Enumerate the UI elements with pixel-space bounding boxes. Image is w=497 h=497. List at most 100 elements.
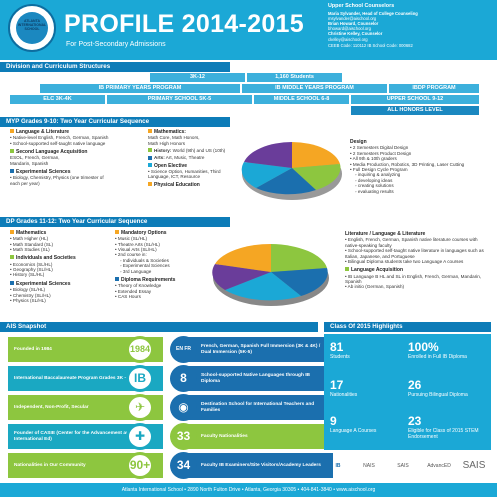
highlight-stat: 17 Nationalities [330, 378, 410, 398]
header: ATLANTA INTERNATIONAL SCHOOL PROFILE 201… [0, 0, 497, 60]
logo-text: ATLANTA INTERNATIONAL SCHOOL [17, 19, 47, 31]
snapshot-row: International Baccalaureate Program Grad… [8, 365, 333, 392]
highlight-label: Nationalities [330, 392, 358, 398]
green-square-icon [10, 255, 14, 260]
dp-col1: Mathematics Math Higher (HL) Math Standa… [10, 230, 115, 303]
design-item: 2 Semesters Product Design [350, 151, 490, 156]
orange-square-icon [115, 230, 119, 234]
highlight-label: Language A Courses [330, 428, 377, 434]
dp-item: Math Standard (SL) [10, 242, 115, 247]
dp-item: Physics (SL/HL) [10, 298, 115, 303]
dp-item: Chemistry (SL/HL) [10, 293, 115, 298]
page-title: PROFILE 2014-2015 [64, 10, 304, 38]
ib-logo: IB [335, 463, 341, 469]
myp-item: Biology, Chemistry, Physics (one trimest… [10, 175, 110, 186]
dp-item: History (SL/HL) [10, 272, 115, 277]
nais-logo: NAIS [363, 463, 375, 469]
dp-subject-title: Individuals and Societies [10, 255, 115, 261]
orange-square-icon [148, 129, 152, 133]
myp-item: Native-level English, French, German, Sp… [10, 135, 110, 140]
myp-col1: Language & Literature Native-level Engli… [10, 129, 110, 186]
snapshot-fact: Faculty Nationalities [185, 424, 333, 449]
dp-item: Geography (SL/HL) [10, 267, 115, 272]
design-subitem: creating solutions [350, 183, 490, 188]
advanced-logo: AdvancED [427, 463, 451, 469]
dp-item: Visual Arts (SL/HL) [115, 247, 210, 252]
dp-item: Math Studies (SL) [10, 247, 115, 252]
sais-logo: SAIS [397, 463, 409, 469]
cross-icon: ✚ [126, 423, 154, 450]
snapshot-fact: School-supported Native Languages throug… [185, 366, 333, 391]
upper-box: UPPER SCHOOL 9-12 [351, 95, 479, 104]
myp-design: Design 2 Semesters Digital Design 2 Seme… [350, 139, 490, 194]
design-item: 2 Semesters Digital Design [350, 145, 490, 150]
page-subtitle: For Post-Secondary Admissions [66, 41, 166, 48]
middle-box: MIDDLE SCHOOL 6-8 [254, 95, 349, 104]
students-box: 1,160 Students [247, 73, 342, 82]
highlights-panel: 81 Students 100% Enrolled in Full IB Dip… [324, 334, 491, 450]
dp-subject-title: Mandatory Options [115, 230, 210, 236]
myp-item: Math High Honors [148, 140, 186, 146]
dp-item: IB Language B HL and SL in English, Fren… [345, 274, 490, 285]
myp-subject-title: Mathematics: [148, 129, 238, 135]
navy-square-icon [115, 277, 119, 282]
division-heading: Division and Curriculum Structures [0, 62, 230, 72]
orange-square-icon [148, 181, 152, 186]
highlight-label: Eligible for Class of 2015 STEM Endorsem… [408, 428, 479, 440]
highlight-label: Enrolled in Full IB Diploma [408, 354, 467, 360]
highlight-number: 26 [408, 378, 422, 392]
snapshot-row: Founder of CASIE (Center for the Advance… [8, 423, 333, 450]
dp-col3: Literature / Language & Literature Engli… [345, 231, 490, 290]
blue-square-icon [148, 162, 152, 167]
dp-subitem: Individuals & Societies [115, 258, 210, 263]
counselor-email[interactable]: ckelley@aischool.org [328, 36, 368, 42]
snapshot-number: 1984 [126, 336, 154, 363]
globe-icon [16, 12, 48, 44]
myp-subject-title: Open Elective [148, 162, 238, 169]
myp-item: Mandarin, Spanish [10, 160, 49, 166]
dp-subject-title: Experimental Sciences [10, 280, 115, 287]
sais-logo-large: SAIS [462, 460, 486, 471]
counselor-contacts: Upper School Counselors Maria Sylvander,… [328, 3, 493, 48]
language-icon: EN FR [170, 336, 197, 363]
dp-item: CAS Hours [115, 294, 210, 299]
orange-square-icon [10, 129, 14, 133]
highlight-number: 81 [330, 340, 344, 354]
snapshot-number: 90+ [126, 452, 154, 479]
myp-pie-illustration [241, 142, 342, 200]
dp-subject-title: Mathematics [10, 230, 115, 236]
highlight-number: 100% [408, 340, 439, 354]
highlight-label: Pursuing Bilingual Diploma [408, 392, 468, 398]
snapshot-number: 33 [170, 423, 197, 450]
dp-heading: DP Grades 11-12: Two Year Curricular Seq… [0, 217, 230, 227]
ib-icon: IB [126, 365, 154, 392]
highlight-stat: 81 Students [330, 340, 410, 360]
highlights-heading: Class Of 2015 Highlights [324, 322, 491, 332]
myp-item: Arts: Art, Music, Theatre [148, 155, 238, 160]
snapshot-number: 34 [170, 452, 197, 479]
dp-item: 2nd course in: [115, 252, 210, 257]
dp-item: English, French, German, Spanish native … [345, 237, 490, 248]
highlight-number: 17 [330, 378, 344, 392]
highlight-number: 9 [330, 414, 337, 428]
accreditation-logos: IB NAIS SAIS AdvancED SAIS [324, 452, 491, 480]
navy-square-icon [10, 169, 14, 174]
counselor-name: Brian Howard, Counselor [328, 21, 379, 27]
footer: Atlanta International School • 2890 Nort… [0, 483, 497, 497]
myp-heading: MYP Grades 9-10: Two Year Curricular Seq… [0, 117, 230, 127]
dp-item: Extended Essay [115, 289, 210, 294]
elc-box: ELC 3K-4K [10, 95, 105, 104]
dp-item: Music (SL/HL) [115, 236, 210, 241]
honors-box: ALL HONORS LEVEL [351, 106, 479, 115]
orange-square-icon [10, 230, 14, 234]
dp-item: Theory of Knowledge [115, 283, 210, 288]
myp-subject-title: Physical Education [148, 181, 238, 188]
ceeb-code: CEEB Code: 110112 IB School Code: 000682 [328, 42, 413, 48]
counselor-email[interactable]: msylvander@aischool.org [328, 16, 377, 22]
counselor-email[interactable]: bhoward@aischool.org [328, 26, 371, 32]
highlight-stat: 23 Eligible for Class of 2015 STEM Endor… [408, 414, 488, 440]
snapshot-fact: Faculty IB Examiners/Site Visitors/Acade… [185, 453, 333, 478]
dp-subject-title: Literature / Language & Literature [345, 231, 426, 237]
highlight-stat: 100% Enrolled in Full IB Diploma [408, 340, 488, 360]
dp-subitem: 3rd Language [115, 269, 210, 274]
